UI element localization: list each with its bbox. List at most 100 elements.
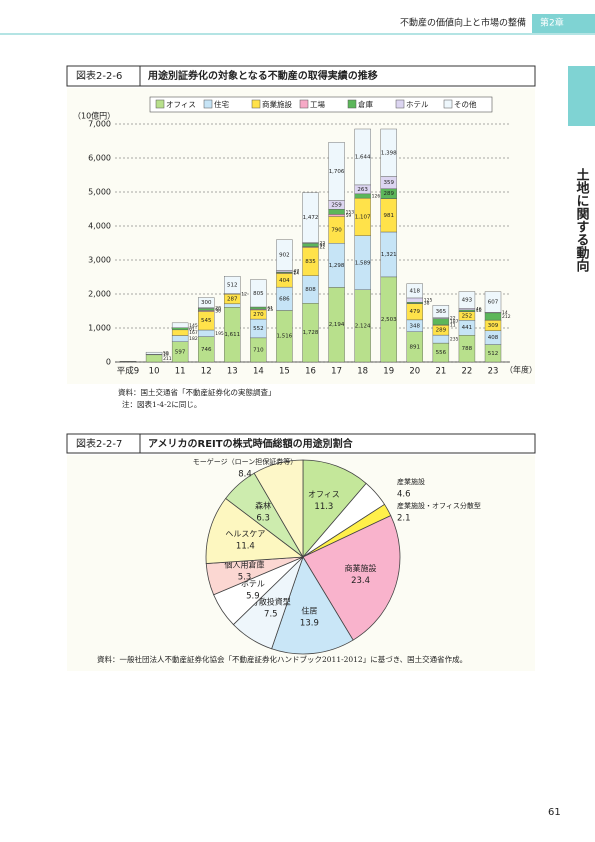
slice-label: 個人用倉庫 [224,559,264,569]
bar-segment [328,142,345,201]
x-tick-label: 23 [488,367,499,377]
side-tab-box [568,66,595,126]
legend-swatch [395,99,405,109]
slice-label: オフィス [308,490,340,499]
data-label: 1,728 [303,330,319,336]
slice-value: 11.4 [236,541,255,551]
bar-segment [171,322,189,328]
slice-label: モーゲージ（ローン担保証券等） [193,457,298,466]
pie-slice [302,459,367,559]
data-label: 126 [372,193,381,199]
slice-label: ホテル [241,580,265,589]
data-label: 259 [331,202,342,208]
slice-value: 4.6 [397,490,411,500]
bar-segment [302,243,319,247]
data-label: 441 [462,325,473,331]
figure-title: 用途別証券化の対象となる不動産の取得実績の推移 [147,69,378,82]
figure-label: 図表2-2-6 [76,69,122,82]
y-tick-label: 2,000 [88,290,111,299]
pie-slice [205,497,305,564]
data-label: 408 [488,335,499,341]
page-number: 61 [548,807,561,818]
data-label: 187 [450,319,459,325]
data-label: 235 [450,337,459,343]
x-tick-label: 21 [435,367,446,377]
data-label: 348 [410,323,421,329]
data-label: 167 [189,330,198,336]
data-label: 195 [215,331,224,337]
data-label: 805 [253,291,264,297]
data-label: 48 [476,308,482,314]
legend-label: 工場 [310,99,325,109]
legend-swatch [347,99,357,109]
slice-label: ヘルスケア [225,529,265,538]
bar-segment [145,354,163,363]
bar-segment [406,297,423,303]
data-label: 2,194 [329,322,345,328]
data-label: 22 [320,245,326,251]
legend-box [149,96,493,113]
x-tick-label: 17 [331,367,342,377]
data-label: 359 [383,180,394,186]
data-label: 512 [227,282,238,288]
data-label: 211 [163,356,172,362]
slice-label: 産業施設 [397,477,425,486]
bar-segment [484,312,502,321]
data-label: 153 [346,209,355,215]
figure-title: アメリカのREITの株式時価総額の用途別割合 [148,437,354,450]
slice-value: 8.4 [238,470,252,480]
data-label: 97 [320,242,326,248]
slice-value: 6.3 [256,513,270,523]
figure-label: 図表2-2-7 [76,437,122,450]
bar-segment [171,327,189,331]
data-label: 22 [450,316,456,322]
bar-segment [484,291,502,313]
bar-segment [432,305,450,319]
data-label: 2,124 [355,323,371,329]
data-label: 263 [357,187,368,193]
y-tick-label: 7,000 [88,120,111,129]
slice-label: 分散投資型 [251,596,291,606]
bar-segment [224,276,241,294]
data-label: 788 [462,346,473,352]
data-label: 25 [267,307,273,313]
side-tab: 土地に関する動向 [574,167,590,273]
bar-segment [328,214,345,217]
data-label: 365 [436,309,447,315]
legend-label: ホテル [406,100,429,109]
data-label: 14 [293,271,299,277]
data-label: 2,503 [381,317,397,323]
legend-label: 住宅 [214,99,229,109]
data-label: 835 [305,259,316,265]
source: 資料：国土交通省「不動産証券化の実態調査」 [118,387,276,397]
y-tick-label: 4,000 [88,222,111,231]
bar-segment [432,318,450,326]
data-label: 1,589 [355,260,371,266]
x-tick-label: 平成9 [117,366,139,377]
data-label: 59 [346,213,352,219]
data-label: 607 [488,300,499,306]
data-label: 14 [502,310,508,316]
bar-segment [250,279,267,308]
slice-value: 11.3 [314,502,333,512]
bar-segment [458,309,476,312]
legend-swatch [251,99,261,109]
data-label: 46 [476,307,482,313]
pie-slice [271,556,354,655]
data-label: 27 [293,270,299,276]
x-tick-label: 16 [305,367,316,377]
pie-slice [253,459,304,559]
data-label: 981 [383,213,394,219]
data-label: 493 [462,297,473,303]
bar-segment [354,193,371,199]
data-label: 1,398 [381,150,397,156]
data-label: 1,298 [329,263,345,269]
bar-segment [458,291,476,309]
legend-swatch [443,99,453,109]
data-label: 47 [293,269,299,275]
data-label: 1,107 [355,214,371,220]
x-axis-label: （年度） [505,365,537,375]
data-label: 902 [279,253,290,259]
